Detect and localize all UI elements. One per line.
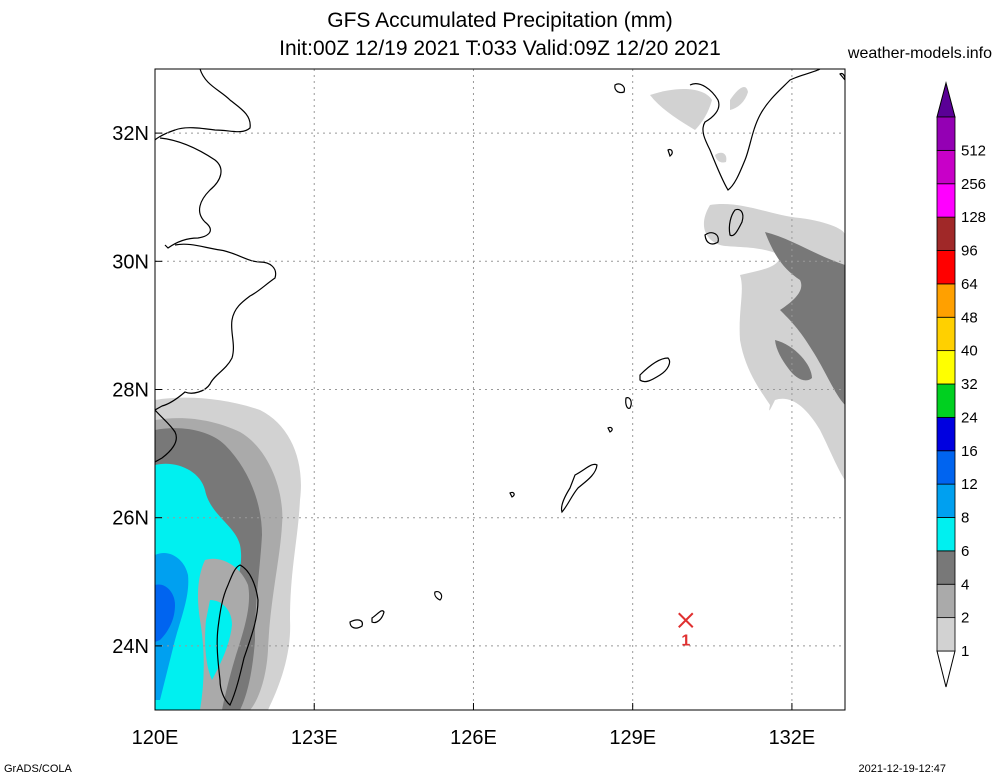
colorbar-label: 6 <box>961 543 969 560</box>
coastline-islet-1 <box>625 397 632 409</box>
coastline-shikoku <box>839 72 845 81</box>
colorbar-swatch <box>936 483 956 518</box>
precip-area-north <box>650 88 712 130</box>
colorbar-swatch <box>936 183 956 218</box>
colorbar-label: 16 <box>961 443 978 460</box>
colorbar-swatch <box>936 583 956 619</box>
colorbar-swatch <box>936 283 956 318</box>
marker-cross <box>678 612 694 628</box>
graticule <box>155 69 845 710</box>
tick-label-lon: 129E <box>609 727 656 749</box>
coastline-taiwan <box>216 564 259 706</box>
colorbar-swatch <box>936 617 956 652</box>
coastline-goto <box>614 83 625 94</box>
site-credit: weather-models.info <box>847 45 992 62</box>
coastline-iriomote <box>371 610 385 624</box>
colorbar-swatch <box>936 216 956 251</box>
colorbar-swatch <box>936 550 956 585</box>
precip-area-north-dot <box>715 152 727 163</box>
tick-label-lon: 123E <box>291 727 338 749</box>
tick-label-lat: 30N <box>112 251 149 273</box>
coastline-yakushima <box>704 232 719 245</box>
coastlines <box>155 69 845 706</box>
coastline-kyushu <box>689 69 821 191</box>
coastline-china-mid <box>159 137 222 249</box>
coastline-china-north <box>155 69 251 141</box>
coastline-islet-3 <box>509 491 515 498</box>
coastline-fujian <box>155 409 177 463</box>
marker-label: 1 <box>681 632 690 649</box>
precip-area-east-dark <box>765 232 845 405</box>
colorbar-label: 12 <box>961 476 978 493</box>
precip-area-east-dark-2 <box>775 340 812 381</box>
colorbar-swatch <box>936 416 956 452</box>
tick-label-lat: 28N <box>112 380 149 402</box>
colorbar-swatch <box>936 250 956 285</box>
coastline-tanegashima <box>728 208 744 237</box>
coastline-miyako <box>434 591 443 601</box>
colorbar-swatch <box>936 383 956 418</box>
colorbar-label: 64 <box>961 276 978 293</box>
colorbar-label: 2 <box>961 610 969 627</box>
map-subtitle: Init:00Z 12/19 2021 T:033 Valid:09Z 12/2… <box>279 37 721 60</box>
precip-area-blue <box>155 584 175 642</box>
location-marker: 1 <box>678 612 694 649</box>
colorbar-top-arrow <box>936 81 956 118</box>
footer-timestamp: 2021-12-19-12:47 <box>858 763 946 775</box>
colorbar-swatch <box>936 149 956 185</box>
colorbar-label: 4 <box>961 576 969 593</box>
coastline-amami <box>639 357 671 383</box>
colorbar-label: 32 <box>961 376 978 393</box>
colorbar-swatch <box>936 116 956 151</box>
coastline-china-south <box>155 243 277 411</box>
precip-area-north-small <box>730 86 748 110</box>
colorbar-label: 512 <box>961 142 986 159</box>
colorbar-label: 24 <box>961 409 978 426</box>
colorbar-swatch <box>936 450 956 485</box>
map-title: GFS Accumulated Precipitation (mm) <box>327 9 673 32</box>
coastline-islet-2 <box>607 426 613 433</box>
colorbar-swatch <box>936 517 956 552</box>
colorbar-label: 8 <box>961 510 969 527</box>
colorbar-swatch <box>936 316 956 352</box>
colorbar-label: 128 <box>961 209 986 226</box>
tick-label-lon: 132E <box>769 727 816 749</box>
longitude-ticks: 120E 123E 126E 129E 132E <box>132 703 816 749</box>
colorbar-label: 1 <box>961 643 969 660</box>
footer-software: GrADS/COLA <box>4 763 72 775</box>
coastline-islet-4 <box>667 148 673 157</box>
colorbar-label: 96 <box>961 243 978 260</box>
colorbar-label: 256 <box>961 176 986 193</box>
tick-label-lon: 126E <box>450 727 497 749</box>
coastline-ishigaki <box>349 619 363 629</box>
colorbar-label: 48 <box>961 309 978 326</box>
precip-area-inner-cyan <box>205 600 232 680</box>
tick-label-lat: 32N <box>112 123 149 145</box>
colorbar-label: 40 <box>961 343 978 360</box>
tick-label-lat: 26N <box>112 508 149 530</box>
tick-label-lat: 24N <box>112 636 149 658</box>
coastline-okinawa <box>560 463 598 514</box>
map-frame <box>154 68 846 711</box>
tick-label-lon: 120E <box>132 727 179 749</box>
latitude-ticks: 24N 26N 28N 30N 32N <box>112 123 162 658</box>
colorbar-bottom-arrow <box>936 650 956 688</box>
colorbar-swatch <box>936 350 956 385</box>
precip-field <box>155 86 845 710</box>
